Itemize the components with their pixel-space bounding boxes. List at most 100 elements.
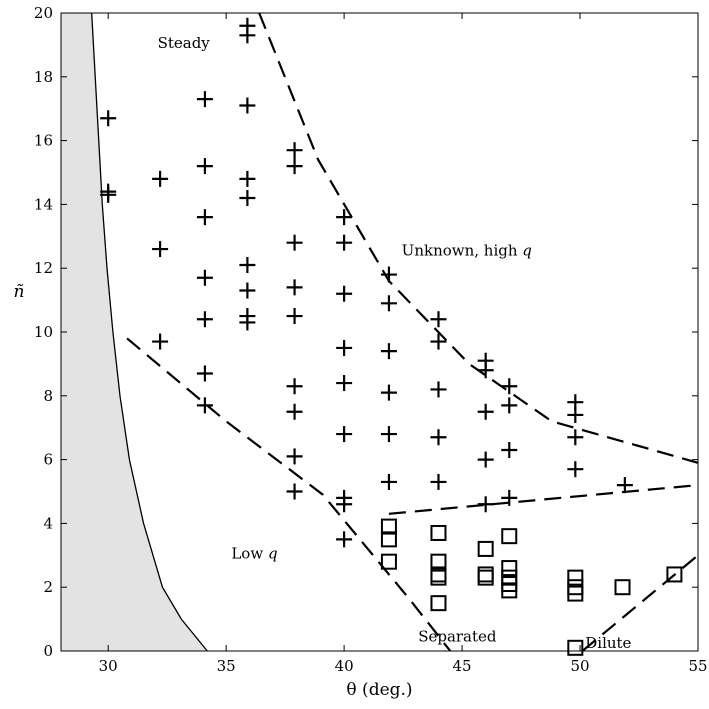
- x-axis-label: θ (deg.): [346, 680, 412, 700]
- plus-marker: [380, 343, 397, 360]
- plus-marker: [380, 266, 397, 283]
- plus-marker: [196, 365, 213, 382]
- plus-marker: [501, 378, 518, 395]
- square-marker: [430, 569, 447, 586]
- y-tick-label: 0: [43, 642, 53, 660]
- square-marker: [430, 553, 447, 570]
- plus-marker: [100, 110, 117, 127]
- x-tick-label: 50: [570, 657, 589, 675]
- plus-marker: [380, 426, 397, 443]
- square-marker: [614, 579, 631, 596]
- x-tick-label: 45: [453, 657, 472, 675]
- region-labels: Steady Unknown, high q Low q Separated Dilut…: [158, 34, 632, 652]
- x-tick-label: 55: [688, 657, 707, 675]
- square-marker: [567, 569, 584, 586]
- plus-marker: [286, 308, 303, 325]
- axes: 30 35 40 45 50 55 0 2 4 6 8 10 12 14 16 18 20: [34, 4, 708, 675]
- plus-marker: [430, 333, 447, 350]
- boundary-line-3: [126, 337, 452, 652]
- boundary-line-4: [388, 484, 699, 515]
- plus-marker: [239, 97, 256, 114]
- plus-marker: [567, 429, 584, 446]
- plus-marker: [286, 142, 303, 159]
- plus-marker: [239, 170, 256, 187]
- boundary-lines: [61, 12, 699, 652]
- plot-frame: [60, 12, 699, 652]
- plus-marker: [430, 381, 447, 398]
- plus-marker: [477, 362, 494, 379]
- y-tick-label: 16: [34, 132, 53, 150]
- x-tick-label: 35: [217, 657, 236, 675]
- plus-marker: [239, 257, 256, 274]
- plus-marker: [380, 384, 397, 401]
- square-marker: [666, 566, 683, 583]
- square-marker: [430, 595, 447, 612]
- plus-marker: [239, 282, 256, 299]
- y-tick-label: 4: [43, 514, 53, 532]
- y-tick-label: 2: [43, 578, 53, 596]
- y-tick-label: 20: [34, 4, 53, 22]
- region-label-3: Low q: [231, 544, 277, 562]
- plus-marker: [196, 397, 213, 414]
- plus-marker: [477, 496, 494, 513]
- square-marker: [430, 524, 447, 541]
- square-marker: [477, 540, 494, 557]
- plus-marker: [380, 473, 397, 490]
- region-label-2: Unknown, high q: [402, 241, 532, 259]
- y-tick-label: 10: [34, 323, 53, 341]
- y-axis-label: ñ: [14, 282, 25, 302]
- square-marker: [477, 569, 494, 586]
- plus-marker: [616, 477, 633, 494]
- plus-marker: [336, 209, 353, 226]
- plus-marker: [152, 170, 169, 187]
- plus-marker: [196, 311, 213, 328]
- square-marker: [501, 560, 518, 577]
- plus-marker: [286, 483, 303, 500]
- plus-marker: [430, 473, 447, 490]
- plus-marker: [336, 426, 353, 443]
- plus-marker: [196, 158, 213, 175]
- plus-marker: [152, 241, 169, 258]
- plus-marker: [501, 397, 518, 414]
- region-label-1: Steady: [158, 34, 211, 52]
- plus-marker: [286, 448, 303, 465]
- plus-marker: [336, 339, 353, 356]
- plus-marker: [286, 158, 303, 175]
- plus-marker: [380, 295, 397, 312]
- square-marker: [567, 585, 584, 602]
- plus-marker: [567, 406, 584, 423]
- plus-marker: [239, 27, 256, 44]
- boundary-line-1: [91, 12, 208, 652]
- plus-marker: [501, 489, 518, 506]
- plus-marker: [152, 333, 169, 350]
- square-marker: [477, 566, 494, 583]
- square-marker: [380, 518, 397, 535]
- plus-marker: [286, 234, 303, 251]
- region-label-4: Separated: [418, 627, 497, 645]
- plus-marker: [286, 279, 303, 296]
- plus-marker: [239, 314, 256, 331]
- plus-marker: [100, 186, 117, 203]
- plus-marker: [286, 378, 303, 395]
- boundary-line-2: [258, 12, 699, 464]
- y-tick-label: 14: [34, 195, 53, 213]
- plus-marker: [336, 375, 353, 392]
- plus-marker: [501, 442, 518, 459]
- plus-marker: [196, 269, 213, 286]
- shaded-region: [61, 13, 208, 651]
- square-marker: [380, 553, 397, 570]
- region-label-5: Dilute: [585, 634, 631, 652]
- plus-marker: [567, 461, 584, 478]
- plus-marker: [430, 429, 447, 446]
- plus-marker: [477, 451, 494, 468]
- plus-marker: [336, 496, 353, 513]
- plus-marker: [286, 403, 303, 420]
- data-points: [100, 17, 683, 656]
- x-tick-label: 30: [99, 657, 118, 675]
- plus-marker: [336, 285, 353, 302]
- plus-marker: [477, 403, 494, 420]
- y-tick-label: 8: [43, 387, 53, 405]
- x-tick-label: 40: [335, 657, 354, 675]
- square-marker: [380, 531, 397, 548]
